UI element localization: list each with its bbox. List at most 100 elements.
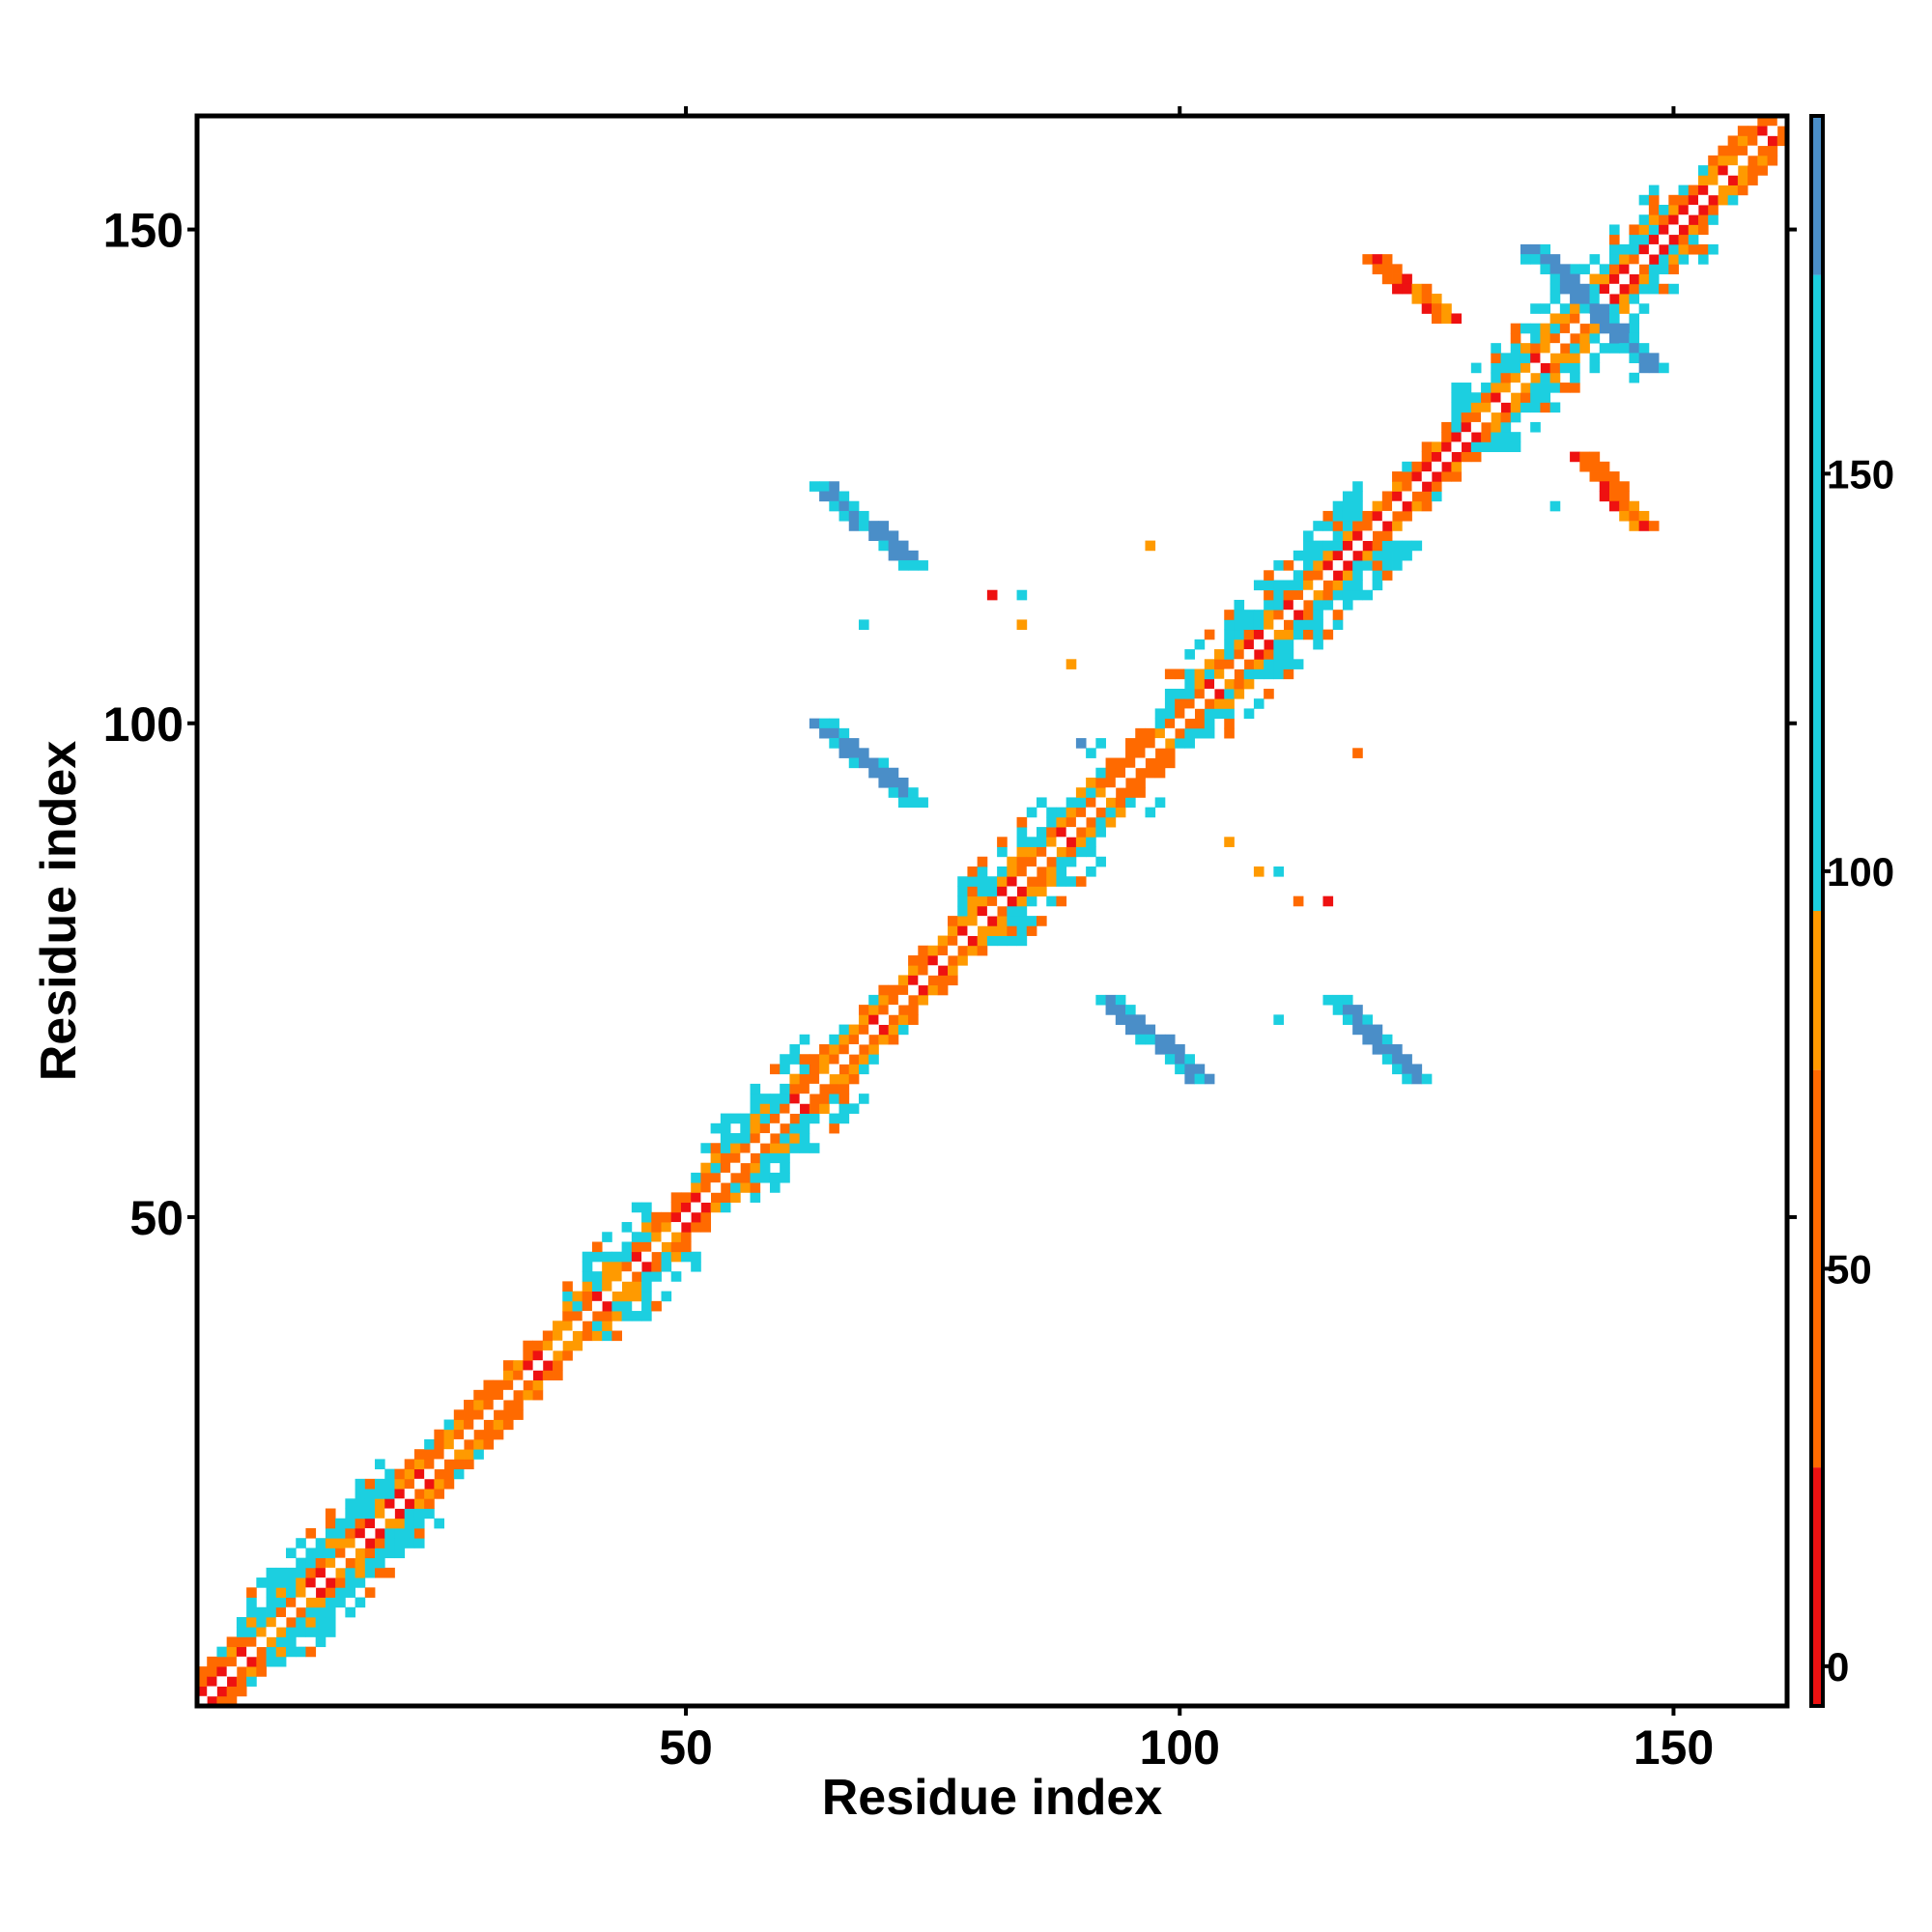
heatmap-cell — [1105, 787, 1117, 798]
heatmap-cell — [1154, 738, 1166, 749]
heatmap-cell — [1194, 698, 1206, 709]
heatmap-cell — [434, 1489, 444, 1499]
heatmap-cell — [1619, 294, 1630, 304]
heatmap-cell — [434, 1518, 444, 1529]
heatmap-cell — [897, 787, 909, 798]
heatmap-cell — [1579, 264, 1590, 274]
heatmap-cell — [1549, 294, 1561, 304]
heatmap-cell — [1303, 580, 1314, 591]
heatmap-cell — [473, 1409, 484, 1420]
heatmap-cell — [602, 1261, 612, 1272]
heatmap-cell — [680, 1222, 692, 1233]
heatmap-cell — [1313, 521, 1323, 531]
heatmap-cell — [453, 1429, 465, 1440]
heatmap-cell — [1046, 846, 1057, 858]
heatmap-cell — [829, 1044, 839, 1055]
heatmap-cell — [1056, 837, 1067, 847]
heatmap-cell — [1125, 738, 1136, 749]
heatmap-cell — [345, 1577, 355, 1588]
heatmap-cell — [216, 1676, 228, 1687]
heatmap-cell — [1431, 441, 1442, 452]
heatmap-cell — [1253, 580, 1264, 591]
heatmap-cell — [1016, 895, 1028, 907]
heatmap-cell — [1570, 372, 1580, 384]
heatmap-cell — [246, 1606, 257, 1618]
heatmap-cell — [977, 886, 988, 897]
heatmap-cell — [413, 1478, 425, 1490]
heatmap-cell — [473, 1419, 484, 1431]
heatmap-cell — [602, 1251, 612, 1263]
heatmap-cell — [1007, 905, 1017, 917]
heatmap-cell — [1381, 1054, 1393, 1065]
heatmap-cell — [1629, 283, 1640, 295]
heatmap-cell — [1075, 876, 1087, 887]
heatmap-cell — [878, 757, 890, 769]
heatmap-cell — [1461, 383, 1472, 393]
heatmap-cell — [897, 994, 909, 1006]
heatmap-cell — [275, 1567, 287, 1578]
heatmap-cell — [1234, 649, 1245, 660]
heatmap-cell — [266, 1636, 277, 1648]
heatmap-cell — [888, 550, 899, 561]
heatmap-cell — [1293, 659, 1304, 669]
heatmap-cell — [759, 1113, 771, 1124]
heatmap-cell — [513, 1360, 524, 1371]
heatmap-cell — [1570, 332, 1580, 344]
heatmap-cell — [1381, 570, 1393, 581]
heatmap-cell — [1026, 886, 1037, 897]
heatmap-cell — [413, 1508, 425, 1520]
heatmap-cell — [1016, 866, 1028, 877]
heatmap-cell — [1016, 856, 1028, 867]
heatmap-cell — [296, 1557, 306, 1569]
heatmap-cell — [611, 1330, 623, 1342]
heatmap-cell — [1530, 343, 1541, 354]
heatmap-cell — [246, 1627, 257, 1637]
heatmap-cell — [1441, 313, 1452, 325]
heatmap-cell — [1135, 757, 1146, 769]
heatmap-cell — [1372, 254, 1383, 265]
heatmap-cell — [1135, 1014, 1146, 1025]
heatmap-cell — [1510, 392, 1521, 403]
heatmap-cell — [1402, 481, 1412, 492]
heatmap-cell — [1135, 748, 1146, 758]
heatmap-cell — [1322, 589, 1334, 601]
heatmap-cell — [1194, 718, 1206, 729]
heatmap-cell — [1194, 688, 1206, 699]
heatmap-cell — [868, 1054, 879, 1065]
heatmap-cell — [1313, 589, 1323, 601]
heatmap-cell — [1570, 313, 1580, 325]
heatmap-cell — [1500, 372, 1512, 384]
heatmap-cell — [799, 1113, 810, 1124]
heatmap-cell — [1372, 530, 1383, 542]
heatmap-cell — [473, 1400, 484, 1410]
heatmap-cell — [908, 975, 919, 986]
heatmap-cell — [562, 1300, 573, 1312]
heatmap-cell — [1194, 678, 1206, 690]
heatmap-cell — [1332, 530, 1344, 542]
heatmap-cell — [1352, 589, 1363, 601]
heatmap-cell — [1421, 491, 1433, 502]
heatmap-cell — [1115, 994, 1126, 1006]
heatmap-cell — [1332, 550, 1344, 561]
heatmap-cell — [780, 1143, 790, 1153]
heatmap-cell — [1510, 432, 1521, 442]
heatmap-cell — [1322, 629, 1334, 640]
heatmap-cell — [819, 1054, 830, 1065]
heatmap-cell — [582, 1330, 593, 1342]
heatmap-cell — [325, 1508, 336, 1520]
heatmap-cell — [1549, 353, 1561, 363]
heatmap-cell — [1629, 264, 1640, 274]
heatmap-cell — [1224, 659, 1235, 669]
heatmap-cell — [1589, 323, 1601, 334]
heatmap-cell — [1727, 145, 1739, 156]
heatmap-cell — [1608, 481, 1620, 492]
heatmap-cell — [631, 1291, 642, 1302]
heatmap-cell — [355, 1597, 366, 1608]
heatmap-cell — [1668, 214, 1679, 225]
heatmap-cell — [997, 846, 1008, 858]
heatmap-cell — [819, 481, 830, 492]
heatmap-cell — [1105, 994, 1117, 1006]
heatmap-cell — [937, 935, 949, 947]
heatmap-cell — [680, 1211, 692, 1223]
